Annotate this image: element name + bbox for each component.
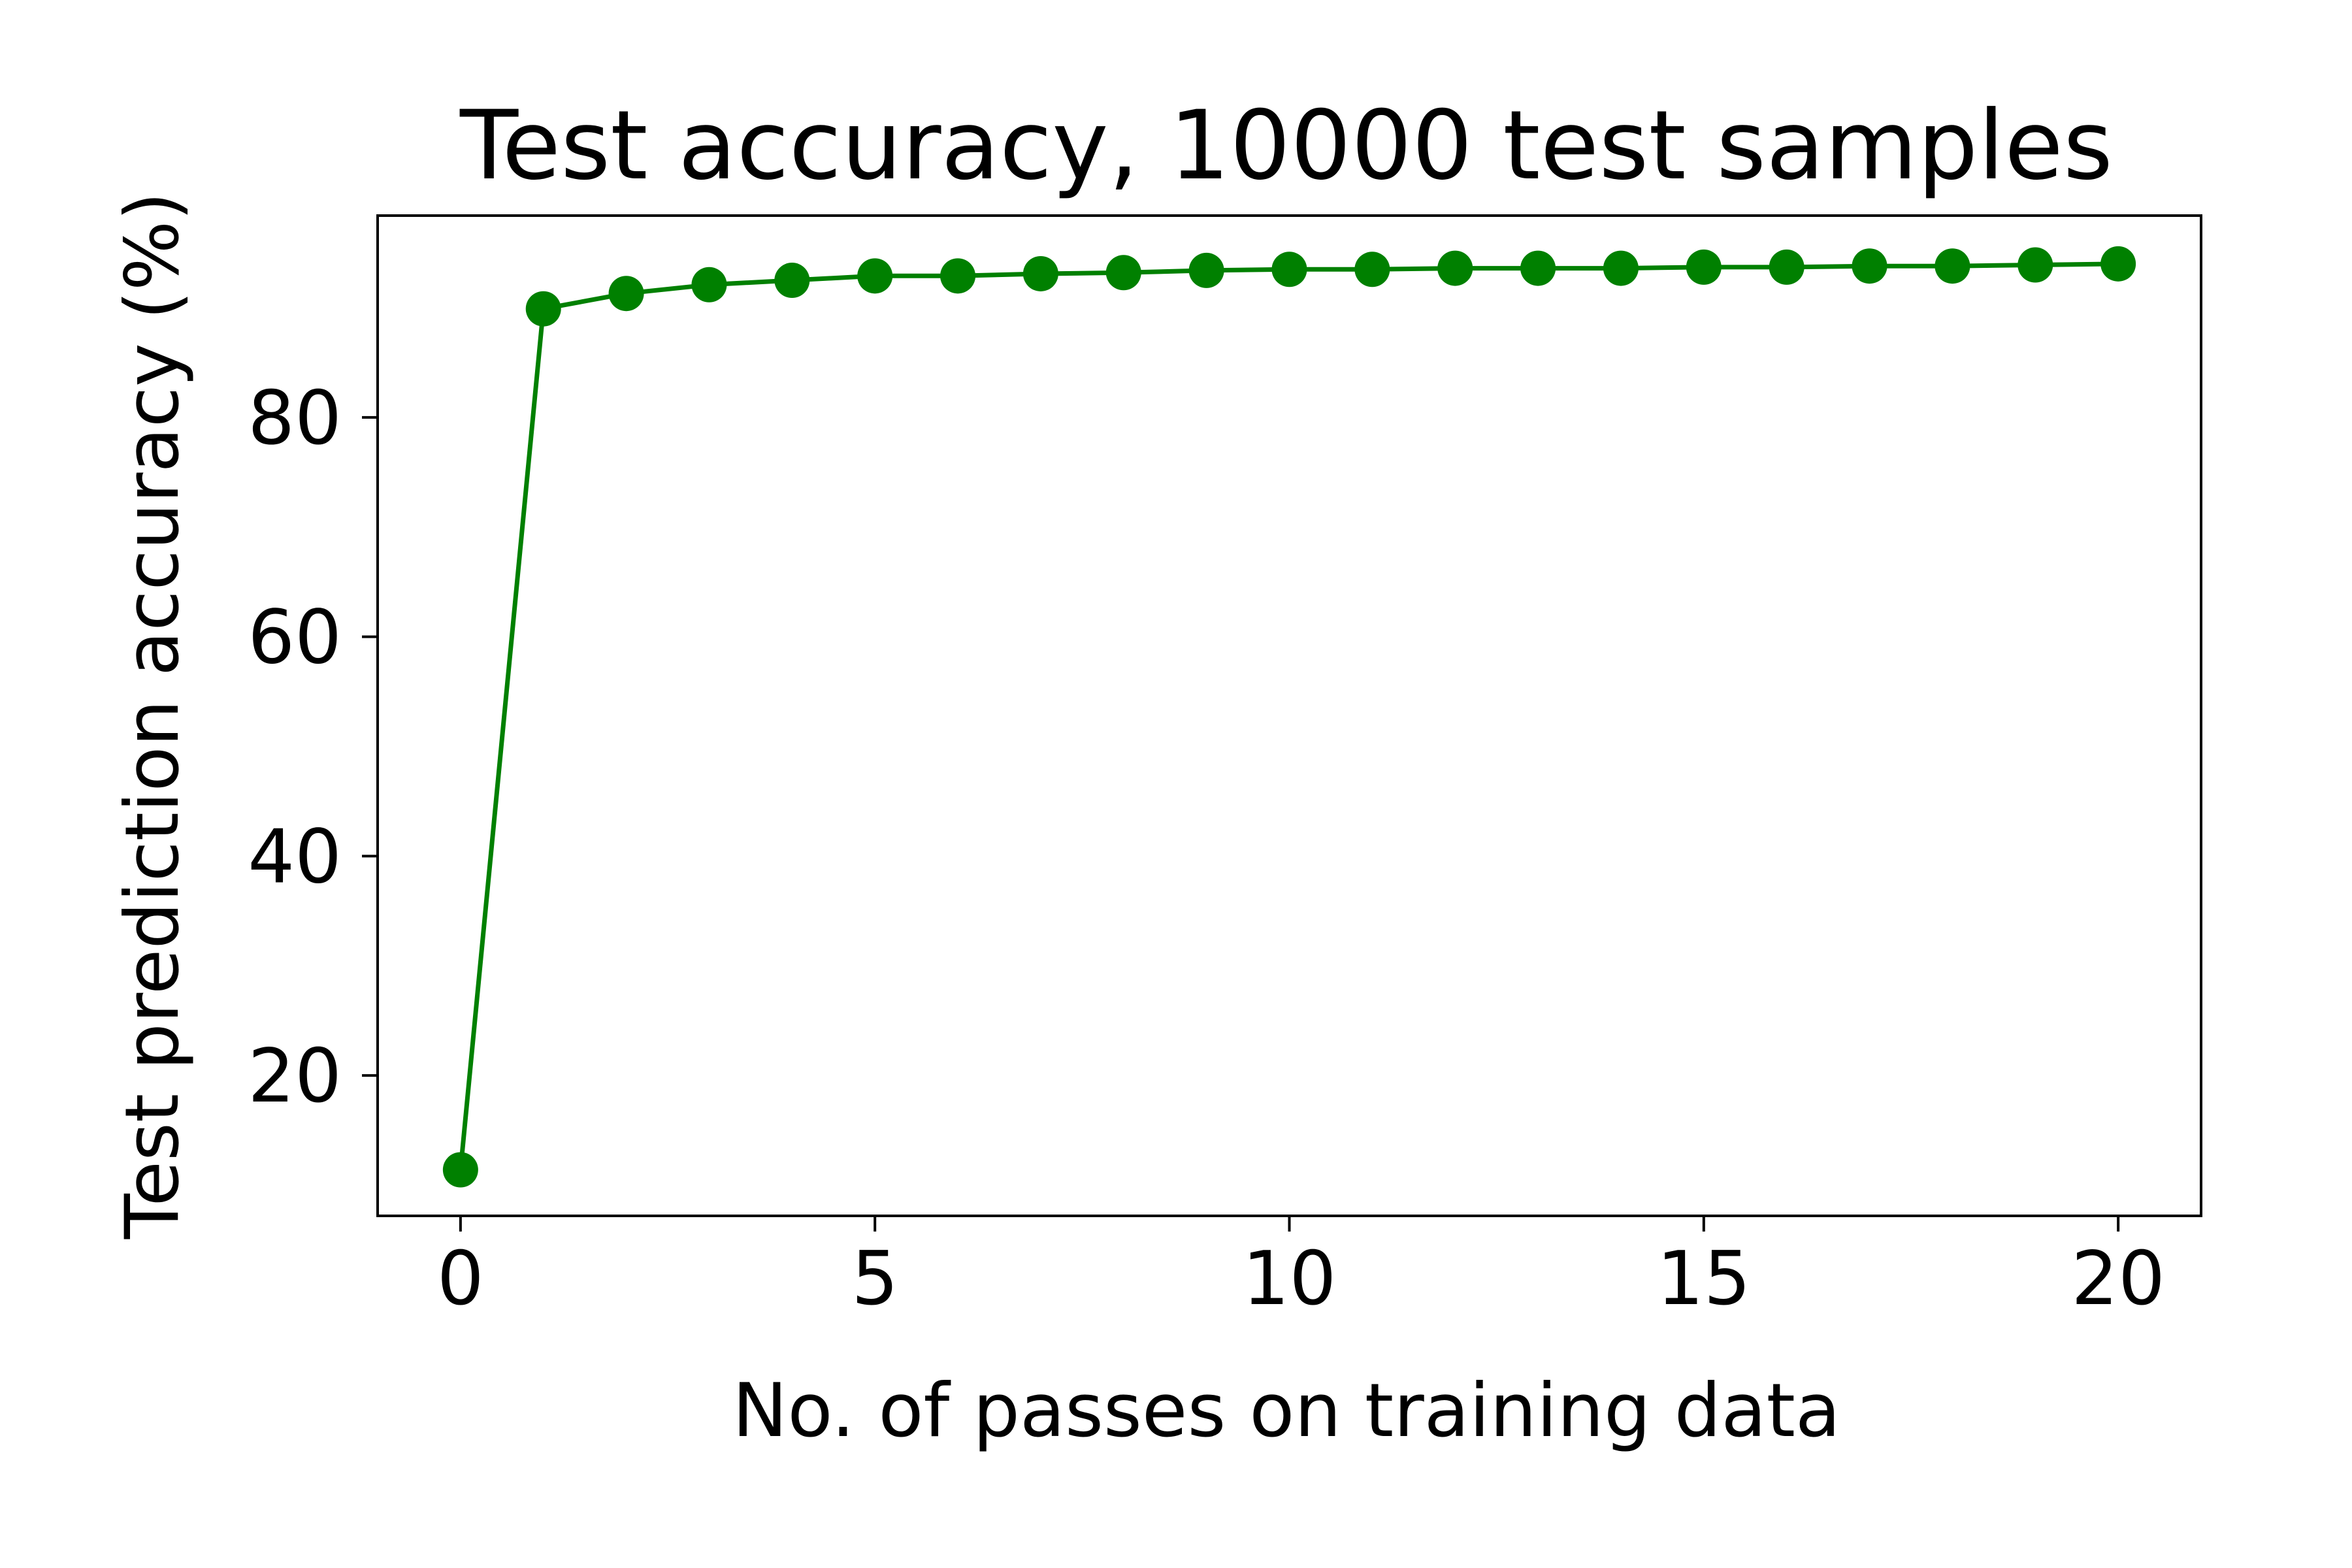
data-point <box>2100 246 2136 282</box>
data-point <box>1686 249 1722 285</box>
data-point <box>442 1152 478 1188</box>
data-point <box>2017 247 2053 283</box>
chart-title: Test accuracy, 10000 test samples <box>459 90 2113 201</box>
data-point <box>857 258 893 294</box>
data-point <box>774 263 810 299</box>
data-point <box>940 258 976 294</box>
series-layer <box>442 246 2136 1188</box>
y-tick-label: 20 <box>248 1033 342 1119</box>
data-point <box>1852 248 1887 284</box>
data-point <box>1437 250 1473 286</box>
x-axis-ticks: 0 5 10 15 20 <box>437 1216 2165 1322</box>
data-point <box>1354 252 1390 287</box>
data-point <box>1188 252 1224 288</box>
data-point <box>1022 255 1058 291</box>
data-point <box>525 291 561 327</box>
y-tick-label: 60 <box>248 595 342 681</box>
x-tick-label: 15 <box>1657 1235 1751 1322</box>
data-point <box>1603 250 1639 286</box>
x-tick-label: 20 <box>2071 1235 2165 1322</box>
x-tick-label: 10 <box>1243 1235 1337 1322</box>
plot-area: 0 5 10 15 20 20 40 60 80 <box>248 214 2202 1322</box>
x-axis-label: No. of passes on training data <box>732 1367 1840 1454</box>
x-tick-label: 5 <box>851 1235 898 1322</box>
data-point <box>1271 252 1307 287</box>
data-point <box>608 276 644 312</box>
data-point <box>691 267 727 302</box>
y-axis-ticks: 20 40 60 80 <box>248 375 378 1119</box>
data-point <box>1769 249 1805 285</box>
data-point <box>1935 248 1970 284</box>
x-tick-label: 0 <box>437 1235 484 1322</box>
y-tick-label: 80 <box>248 375 342 461</box>
data-point <box>1520 250 1556 286</box>
data-point <box>1105 255 1141 291</box>
y-tick-label: 40 <box>248 813 342 900</box>
y-axis-label: Test prediction accuracy (%) <box>109 192 195 1240</box>
